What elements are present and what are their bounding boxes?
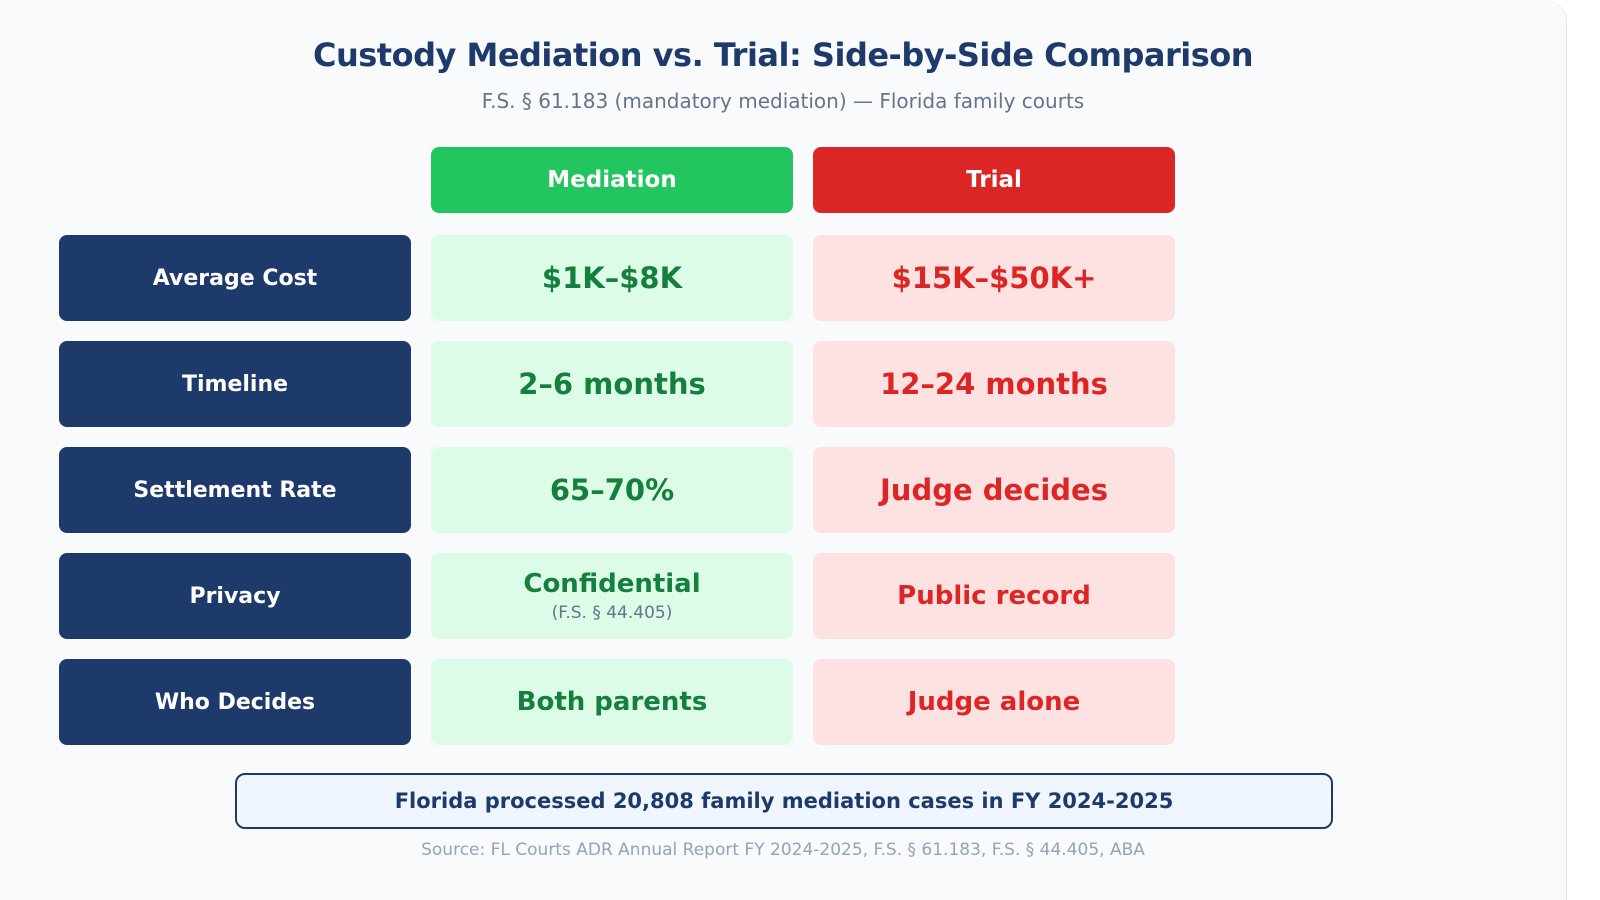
trial-average-cost: $15K–$50K+ bbox=[813, 235, 1175, 321]
subtitle: F.S. § 61.183 (mandatory mediation) — Fl… bbox=[481, 89, 1085, 113]
source-note: Source: FL Courts ADR Annual Report FY 2… bbox=[421, 840, 1145, 860]
header-mediation: Mediation bbox=[431, 147, 793, 213]
comparison-card: Custody Mediation vs. Trial: Side-by-Sid… bbox=[59, 0, 1567, 900]
mediation-privacy: Confidential (F.S. § 44.405) bbox=[431, 553, 793, 639]
mediation-average-cost: $1K–$8K bbox=[431, 235, 793, 321]
trial-privacy: Public record bbox=[813, 553, 1175, 639]
row-label-privacy: Privacy bbox=[59, 553, 411, 639]
row-label-who-decides: Who Decides bbox=[59, 659, 411, 745]
row-label-timeline: Timeline bbox=[59, 341, 411, 427]
mediation-timeline: 2–6 months bbox=[431, 341, 793, 427]
trial-timeline: 12–24 months bbox=[813, 341, 1175, 427]
mediation-settlement-rate: 65–70% bbox=[431, 447, 793, 533]
row-label-average-cost: Average Cost bbox=[59, 235, 411, 321]
mediation-privacy-value: Confidential bbox=[523, 569, 701, 599]
row-label-settlement-rate: Settlement Rate bbox=[59, 447, 411, 533]
page-title: Custody Mediation vs. Trial: Side-by-Sid… bbox=[312, 36, 1254, 74]
stat-banner: Florida processed 20,808 family mediatio… bbox=[235, 773, 1333, 829]
header-trial: Trial bbox=[813, 147, 1175, 213]
trial-who-decides: Judge alone bbox=[813, 659, 1175, 745]
trial-settlement-rate: Judge decides bbox=[813, 447, 1175, 533]
mediation-privacy-note: (F.S. § 44.405) bbox=[551, 603, 673, 623]
mediation-who-decides: Both parents bbox=[431, 659, 793, 745]
